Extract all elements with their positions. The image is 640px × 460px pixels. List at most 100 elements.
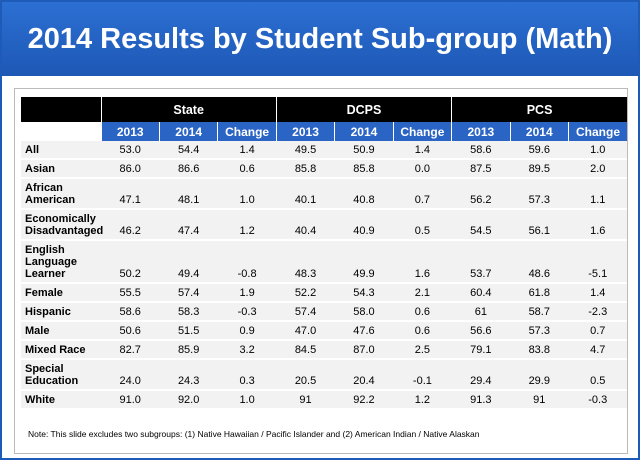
value-cell: 49.5 — [276, 141, 335, 160]
value-cell: 2.0 — [568, 159, 627, 179]
group-header: PCS — [451, 97, 627, 122]
group-header: DCPS — [275, 97, 452, 122]
sub-header: 2014 — [158, 122, 218, 141]
group-header: State — [100, 97, 277, 122]
row-label-line: Hispanic — [25, 306, 71, 318]
value-cell: 91.0 — [101, 390, 160, 410]
value-cell: 40.9 — [334, 209, 394, 241]
value-cell: 20.4 — [334, 359, 394, 391]
value-cell: 50.2 — [101, 240, 160, 284]
value-cell: 40.8 — [334, 178, 394, 210]
table-panel: State DCPS PCS 2013 2014 Change 2013 2014 Chang… — [14, 88, 628, 454]
value-cell: 85.8 — [276, 159, 335, 179]
sub-header: 2014 — [334, 122, 394, 141]
value-cell: 47.0 — [276, 321, 335, 341]
value-cell: 1.0 — [217, 178, 277, 210]
sub-header: Change — [568, 122, 627, 141]
value-cell: 55.5 — [101, 283, 160, 303]
value-cell: 1.0 — [568, 141, 627, 160]
value-cell: 57.3 — [510, 321, 569, 341]
results-table: State DCPS PCS 2013 2014 Change 2013 2014 Chang… — [21, 97, 627, 410]
value-cell: 56.6 — [451, 321, 511, 341]
row-label-line: Disadvantaged — [25, 225, 104, 237]
row-label-line: English — [25, 244, 65, 256]
value-cell: -0.3 — [217, 302, 277, 322]
value-cell: 0.6 — [393, 302, 452, 322]
value-cell: 0.6 — [217, 159, 277, 179]
value-cell: 1.9 — [217, 283, 277, 303]
row-label: Female — [21, 283, 101, 303]
value-cell: 92.0 — [159, 390, 218, 410]
data-row: White 91.0 92.0 1.0 91 92.2 1.2 91.3 91 -0.3 — [21, 390, 627, 410]
value-cell: 20.5 — [276, 359, 335, 391]
value-cell: 82.7 — [101, 340, 160, 360]
value-cell: 0.7 — [393, 178, 452, 210]
value-cell: 54.3 — [334, 283, 394, 303]
value-cell: 79.1 — [451, 340, 511, 360]
value-cell: 54.4 — [159, 141, 218, 160]
row-label-line: Language — [25, 256, 77, 268]
value-cell: 58.0 — [334, 302, 394, 322]
value-cell: 48.1 — [159, 178, 218, 210]
value-cell: 52.2 — [276, 283, 335, 303]
data-row: African American 47.1 48.1 1.0 40.1 40.8 0.7 56.… — [21, 178, 627, 210]
value-cell: 1.1 — [568, 178, 627, 210]
value-cell: -2.3 — [568, 302, 627, 322]
value-cell: 2.5 — [393, 340, 452, 360]
value-cell: 40.1 — [276, 178, 335, 210]
value-cell: 0.9 — [217, 321, 277, 341]
title: 2014 Results by Student Sub-group (Math) — [27, 23, 613, 55]
value-cell: 24.3 — [159, 359, 218, 391]
row-label-line: American — [25, 194, 76, 206]
sub-header: 2013 — [451, 122, 511, 141]
row-label: Asian — [21, 159, 101, 179]
value-cell: 85.8 — [334, 159, 394, 179]
value-cell: 0.6 — [393, 321, 452, 341]
value-cell: 29.4 — [451, 359, 511, 391]
row-label-line: Education — [25, 375, 79, 387]
sub-header-row: 2013 2014 Change 2013 2014 Change 2013 2014 Chan… — [21, 122, 627, 141]
value-cell: 89.5 — [510, 159, 569, 179]
row-label: All — [21, 141, 101, 160]
row-label-line: Learner — [25, 268, 66, 280]
value-cell: 49.9 — [334, 240, 394, 284]
row-label-line: White — [25, 394, 55, 406]
value-cell: 1.6 — [568, 209, 627, 241]
row-label-line: Special — [25, 363, 64, 375]
value-cell: 53.7 — [451, 240, 511, 284]
value-cell: 61.8 — [510, 283, 569, 303]
value-cell: 0.5 — [568, 359, 627, 391]
value-cell: 50.6 — [101, 321, 160, 341]
value-cell: 2.1 — [393, 283, 452, 303]
group-header-row: State DCPS PCS — [21, 97, 627, 122]
value-cell: 48.6 — [510, 240, 569, 284]
sub-header: 2013 — [100, 122, 160, 141]
row-label: Male — [21, 321, 101, 341]
row-label: Hispanic — [21, 302, 101, 322]
value-cell: 47.6 — [334, 321, 394, 341]
sub-header: 2014 — [509, 122, 569, 141]
value-cell: 87.0 — [334, 340, 394, 360]
title-band — [2, 2, 638, 76]
data-row: English Language Learner 50.2 49.4 -0.8 48.3 49… — [21, 240, 627, 284]
value-cell: 83.8 — [510, 340, 569, 360]
value-cell: 53.0 — [101, 141, 160, 160]
value-cell: 84.5 — [276, 340, 335, 360]
value-cell: 59.6 — [510, 141, 569, 160]
sub-header: 2013 — [275, 122, 335, 141]
value-cell: 56.2 — [451, 178, 511, 210]
value-cell: -0.1 — [393, 359, 452, 391]
value-cell: 4.7 — [568, 340, 627, 360]
sub-header: Change — [217, 122, 277, 141]
value-cell: 1.6 — [393, 240, 452, 284]
value-cell: 46.2 — [101, 209, 160, 241]
value-cell: 85.9 — [159, 340, 218, 360]
value-cell: -0.3 — [568, 390, 627, 410]
value-cell: -0.8 — [217, 240, 277, 284]
value-cell: 47.1 — [101, 178, 160, 210]
value-cell: 1.2 — [393, 390, 452, 410]
value-cell: 58.7 — [510, 302, 569, 322]
value-cell: 86.6 — [159, 159, 218, 179]
row-label-line: African — [25, 182, 63, 194]
